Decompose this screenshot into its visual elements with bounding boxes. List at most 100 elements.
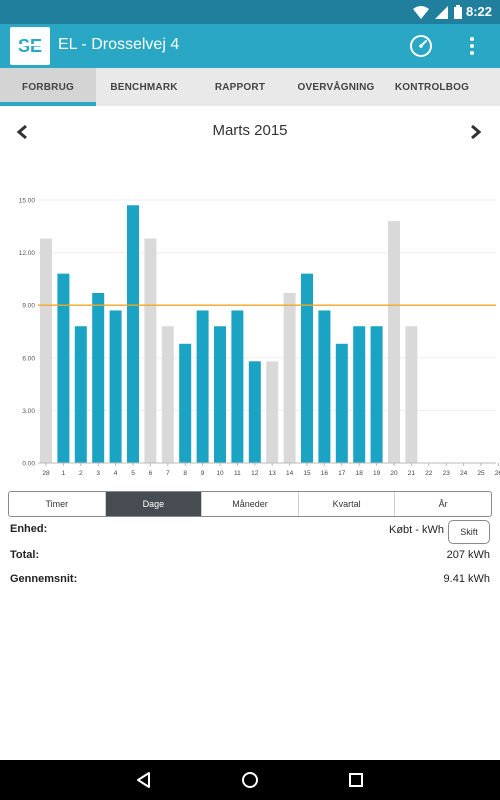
battery-icon [454, 5, 462, 19]
overflow-menu-button[interactable] [462, 34, 482, 58]
main-tabs: FORBRUG BENCHMARK RAPPORT OVERVÅGNING KO… [0, 68, 500, 106]
x-tick-label: 25 [477, 470, 485, 477]
dashboard-button[interactable] [408, 33, 434, 59]
resolution-timer[interactable]: Timer [9, 492, 106, 516]
x-tick-label: 14 [286, 470, 294, 477]
bar-day-20[interactable] [388, 221, 400, 463]
x-tick-label: 4 [114, 470, 118, 477]
tab-forbrug[interactable]: FORBRUG [0, 68, 96, 106]
x-tick-label: 22 [425, 470, 433, 477]
y-tick-label: 3.00 [22, 408, 35, 415]
bar-day-7[interactable] [161, 326, 174, 463]
y-tick-label: 15.00 [19, 198, 36, 205]
bar-day-1[interactable] [57, 273, 70, 463]
x-tick-label: 23 [443, 470, 451, 477]
bar-day-21[interactable] [405, 326, 418, 463]
recents-square-icon [349, 773, 363, 787]
x-tick-label: 15 [303, 470, 311, 477]
bar-day-14[interactable] [283, 292, 296, 463]
resolution-maaneder[interactable]: Måneder [202, 492, 299, 516]
period-label: Marts 2015 [212, 122, 288, 139]
x-tick-label: 19 [373, 470, 381, 477]
status-time: 8:22 [465, 4, 492, 19]
switch-unit-button[interactable]: Skift [448, 520, 490, 544]
app-title: EL - Drosselvej 4 [58, 36, 180, 53]
x-tick-label: 5 [131, 470, 135, 477]
y-tick-label: 6.00 [22, 355, 35, 362]
bar-day-11[interactable] [231, 310, 244, 463]
bar-day-5[interactable] [127, 205, 139, 463]
system-navigation-bar [0, 760, 500, 800]
wifi-icon [413, 5, 429, 19]
x-tick-label: 12 [251, 470, 259, 477]
x-tick-label: 21 [408, 470, 416, 477]
bar-day-15[interactable] [301, 273, 313, 463]
bar-day-12[interactable] [248, 361, 261, 463]
bar-day-2[interactable] [74, 326, 87, 463]
bar-day-28[interactable] [40, 238, 52, 463]
average-label: Gennemsnit: [10, 573, 78, 585]
x-tick-label: 6 [149, 470, 153, 477]
more-vert-icon [470, 37, 474, 55]
tab-benchmark[interactable]: BENCHMARK [110, 81, 178, 93]
resolution-selector: Timer Dage Måneder Kvartal År [8, 491, 492, 517]
bar-day-16[interactable] [318, 310, 331, 463]
app-logo: SE [10, 27, 50, 65]
bar-day-18[interactable] [353, 326, 366, 463]
x-tick-label: 2 [79, 470, 83, 477]
back-triangle-icon [137, 772, 150, 788]
bar-day-3[interactable] [92, 292, 105, 463]
y-tick-label: 12.00 [19, 250, 36, 257]
bar-day-8[interactable] [179, 343, 192, 463]
resolution-aar[interactable]: År [438, 499, 448, 509]
tab-overvaagning[interactable]: OVERVÅGNING [297, 81, 375, 93]
app-bar: SE EL - Drosselvej 4 [0, 24, 500, 68]
y-tick-label: 9.00 [22, 303, 35, 310]
x-tick-label: 28 [42, 470, 50, 477]
x-tick-label: 7 [166, 470, 170, 477]
bar-day-4[interactable] [109, 310, 122, 463]
unit-value: Købt - kWh [388, 524, 444, 536]
x-tick-label: 11 [234, 470, 241, 477]
x-tick-label: 13 [269, 470, 277, 477]
next-period-button[interactable] [462, 118, 490, 146]
resolution-dage[interactable]: Dage [105, 492, 203, 516]
x-tick-label: 18 [356, 470, 364, 477]
total-label: Total: [10, 549, 40, 561]
x-tick-label: 24 [460, 470, 468, 477]
system-back-button[interactable] [134, 770, 154, 790]
unit-label: Enhed: [10, 523, 48, 535]
period-navigator: Marts 2015 [0, 118, 500, 146]
system-recents-button[interactable] [346, 770, 366, 790]
status-bar: 8:22 [0, 0, 500, 24]
tab-rapport[interactable]: RAPPORT [214, 81, 266, 93]
unit-row: Enhed: Købt - kWh Skift [10, 520, 490, 544]
bar-day-17[interactable] [335, 343, 348, 463]
x-tick-label: 26 [495, 470, 500, 477]
tab-kontrolbog[interactable]: KONTROLBOG [394, 81, 470, 93]
bar-day-9[interactable] [196, 310, 209, 463]
total-row: Total: 207 kWh [10, 546, 490, 566]
x-tick-label: 16 [321, 470, 329, 477]
home-circle-icon [242, 772, 258, 788]
bar-day-6[interactable] [144, 238, 157, 463]
x-tick-label: 10 [216, 470, 224, 477]
x-tick-label: 9 [201, 470, 205, 477]
average-row: Gennemsnit: 9.41 kWh [10, 570, 490, 590]
total-value: 207 kWh [446, 549, 490, 561]
system-home-button[interactable] [240, 770, 260, 790]
x-tick-label: 1 [62, 470, 66, 477]
resolution-kvartal[interactable]: Kvartal [299, 492, 396, 516]
y-tick-label: 0.00 [22, 461, 35, 468]
bar-day-10[interactable] [214, 326, 226, 463]
previous-period-button[interactable] [10, 118, 38, 146]
bar-day-19[interactable] [370, 326, 383, 463]
signal-icon [435, 5, 448, 19]
chevron-right-icon [471, 124, 482, 140]
status-icons [413, 4, 462, 20]
average-value: 9.41 kWh [443, 573, 490, 585]
bar-day-13[interactable] [266, 361, 279, 463]
x-tick-label: 17 [338, 470, 346, 477]
chevron-left-icon [16, 124, 27, 140]
